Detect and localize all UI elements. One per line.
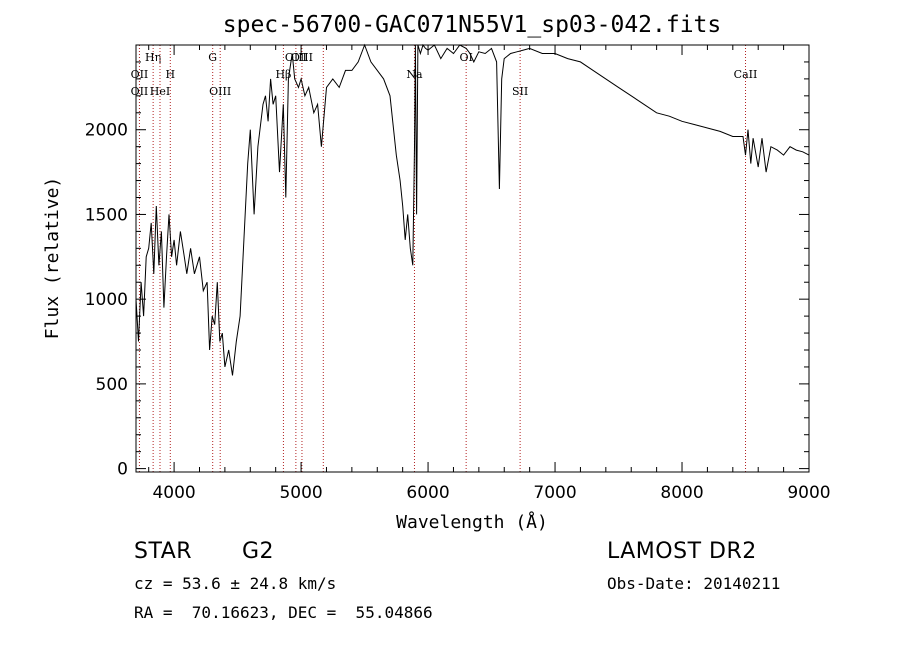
y-tick-label: 0 [117,460,128,480]
spectral-line-label: OII [131,68,149,81]
observation-date: Obs-Date: 20140211 [607,574,781,593]
coordinates: RA = 70.16623, DEC = 55.04866 [134,603,433,622]
plot-frame [135,44,810,473]
y-axis-label: Flux (relative) [42,177,63,340]
x-axis-label: Wavelength (Å) [396,511,548,533]
x-tick-label: 8000 [660,483,703,503]
spectral-line-label: Hη [145,51,161,64]
y-tick-label: 2000 [85,121,128,141]
spectral-line-label: Hβ [275,68,291,81]
x-tick-label: 5000 [279,483,322,503]
y-axis: 0 500 1000 1500 2000 [85,61,809,480]
spectral-line-label: HeI [150,85,170,98]
spectrum-line [135,43,810,376]
chart-title: spec-56700-GAC071N55V1_sp03-042.fits [223,12,722,38]
survey-name: LAMOST DR2 [607,539,757,564]
redshift-velocity: cz = 53.6 ± 24.8 km/s [134,574,337,593]
spectral-line-label: OIII [209,85,231,98]
spectral-line-label: CaII [734,68,758,81]
spectral-line-label: OII [131,85,149,98]
y-tick-label: 1500 [85,205,128,225]
x-tick-label: 6000 [406,483,449,503]
x-tick-label: 7000 [533,483,576,503]
y-tick-label: 1000 [85,290,128,310]
spectral-line-label: G [208,51,217,64]
spectral-line-label: H [165,68,175,81]
spectral-line-label: SII [512,85,528,98]
x-tick-label: 9000 [787,483,830,503]
spectral-subclass: G2 [242,539,275,564]
object-class: STAR [134,539,193,564]
y-tick-label: 500 [96,375,128,395]
x-axis: 4000 5000 6000 7000 8000 9000 [148,45,831,503]
x-tick-label: 4000 [152,483,195,503]
spectral-line-label: OI [459,51,472,64]
spectral-line-label: OIII [291,51,313,64]
